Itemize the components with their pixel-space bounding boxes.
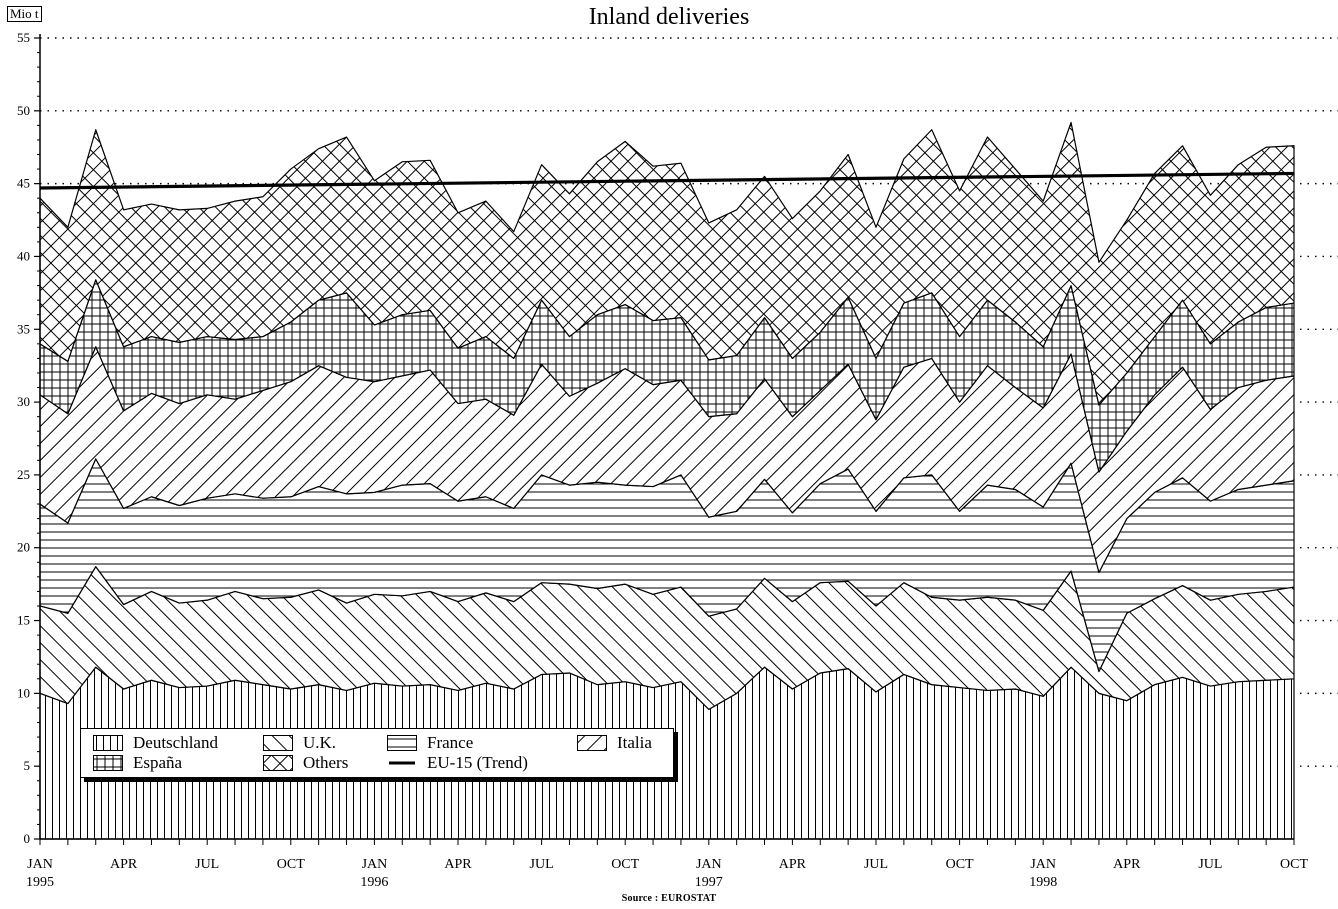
x-tick-month-5: APR [444,857,472,872]
x-tick-month-10: JUL [864,857,888,872]
chart-title: Inland deliveries [588,4,750,30]
x-tick-month-0: JAN [27,857,53,872]
y-tick-label-0: 0 [24,831,31,846]
y-tick-label-40: 40 [17,248,30,263]
trend-line-group [39,171,1295,190]
x-tick-month-14: JUL [1198,857,1222,872]
legend-swatch-italia [577,735,607,751]
x-tick-month-1: APR [110,857,138,872]
axes: 0 5 10 15 20 25 30 35 40 45 50 55 JAN 1995 APR JUL OCT JA… [17,30,1308,890]
x-tick-month-15: OCT [1280,857,1308,872]
y-tick-label-5: 5 [24,758,31,773]
y-axis-unit: Mio t [7,6,42,22]
legend-label-france: France [427,733,474,752]
area-others [39,121,1295,406]
x-tick-month-13: APR [1113,857,1141,872]
x-tick-month-12: JAN [1030,857,1056,872]
y-tick-label-30: 30 [17,394,30,409]
legend-label-uk: U.K. [303,733,337,752]
x-tick-month-6: JUL [530,857,554,872]
x-tick-month-9: APR [779,857,807,872]
legend-label-trend: EU-15 (Trend) [427,753,528,772]
x-tick-year-12: 1998 [1029,875,1057,890]
x-tick-month-7: OCT [611,857,639,872]
legend-swatch-trend [387,755,417,771]
legend-label-espana: España [133,753,183,772]
x-tick-month-8: JAN [696,857,722,872]
y-tick-label-25: 25 [17,467,30,482]
legend-label-italia: Italia [617,733,652,752]
x-tick-month-2: JUL [195,857,219,872]
legend-swatch-others [263,755,293,771]
x-tick-month-11: OCT [946,857,974,872]
legend-swatch-france [387,735,417,751]
legend-swatch-uk [263,735,293,751]
stacked-areas [39,121,1295,840]
legend: Deutschland U.K. France Italia España Ot… [80,728,674,778]
legend-swatch-deutschland [93,735,123,751]
legend-label-others: Others [303,753,349,772]
x-tick-year-4: 1996 [360,875,388,890]
y-tick-label-20: 20 [17,540,30,555]
x-tick-month-4: JAN [362,857,388,872]
y-tick-label-10: 10 [17,685,30,700]
legend-swatch-espana [93,755,123,771]
x-tick-month-3: OCT [277,857,305,872]
y-tick-label-35: 35 [17,321,30,336]
y-tick-label-45: 45 [17,176,30,191]
source-note: Source : EUROSTAT [621,893,717,904]
x-tick-year-0: 1995 [26,875,54,890]
x-tick-year-8: 1997 [695,875,723,890]
legend-label-deutschland: Deutschland [133,733,218,752]
y-tick-label-15: 15 [17,613,30,628]
trend-line-eu15 [39,171,1295,190]
y-tick-label-55: 55 [17,30,30,45]
y-tick-label-50: 50 [17,103,30,118]
